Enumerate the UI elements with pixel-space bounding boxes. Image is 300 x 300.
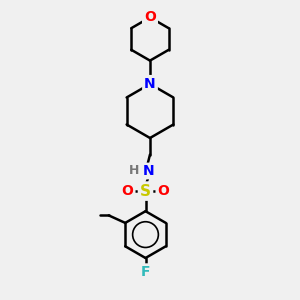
Text: S: S [140, 184, 151, 199]
Text: N: N [144, 77, 156, 91]
Text: F: F [141, 266, 150, 279]
Text: O: O [158, 184, 169, 198]
Text: O: O [144, 11, 156, 24]
Text: H: H [129, 164, 139, 178]
Text: N: N [143, 164, 154, 178]
Text: O: O [122, 184, 134, 198]
